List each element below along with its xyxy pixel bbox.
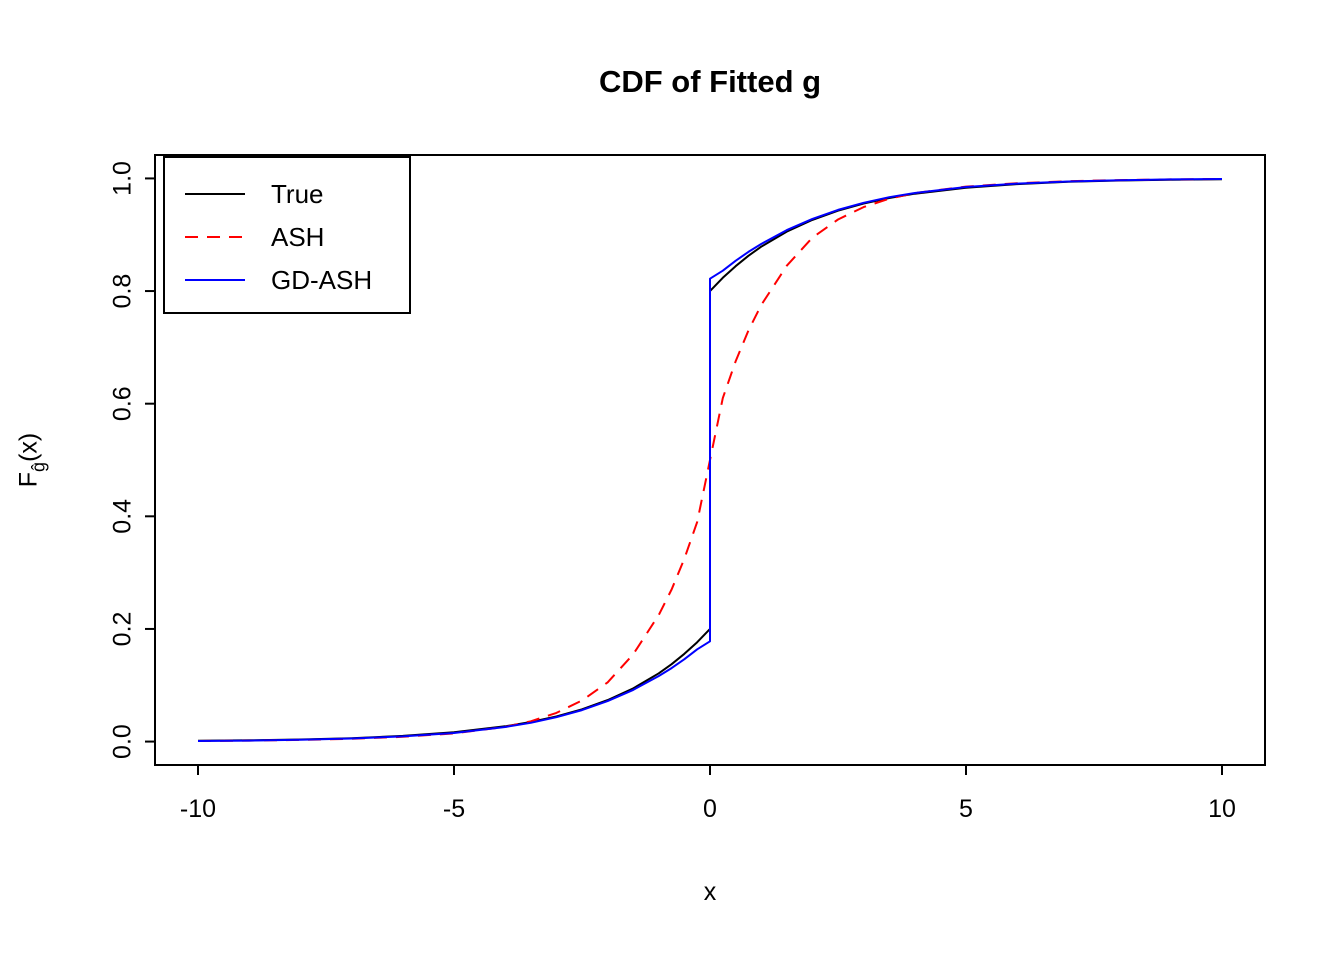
x-axis-tick-label: 10 — [1208, 795, 1236, 823]
legend-label-ash: ASH — [271, 221, 325, 252]
y-axis-label-pre: F — [14, 471, 43, 488]
legend-entry-gd-ash: GD-ASH — [165, 258, 409, 301]
y-axis-tick-label: 0.8 — [109, 274, 137, 309]
legend-entry-ash: ASH — [165, 215, 409, 258]
legend-label-gd-ash: GD-ASH — [271, 264, 373, 295]
x-axis-label: x — [703, 878, 717, 906]
x-axis-tick-label: 0 — [703, 795, 717, 823]
legend-label-true: True — [271, 178, 324, 209]
y-axis-tick-label: 0.2 — [109, 612, 137, 647]
x-axis-tick-label: -5 — [443, 795, 465, 823]
x-axis-tick-label: 5 — [959, 795, 973, 823]
y-axis-tick-label: 0.4 — [109, 499, 137, 534]
y-axis-tick-label: 1.0 — [109, 161, 137, 196]
legend-line-sample-gd-ash — [185, 278, 245, 281]
y-axis-label: Fĝ(x) — [14, 433, 49, 487]
y-axis-label-subscript: ĝ — [28, 461, 49, 472]
legend-entry-true: True — [165, 172, 409, 215]
y-axis-tick-label: 0.0 — [109, 724, 137, 759]
legend-line-sample-true — [185, 192, 245, 195]
x-axis-tick-label: -10 — [180, 795, 216, 823]
series-line-gd-ash — [197, 178, 1223, 742]
legend-line-sample-ash — [185, 235, 245, 238]
y-axis-tick-label: 0.6 — [109, 386, 137, 421]
legend-box: True ASH GD-ASH — [163, 156, 411, 314]
y-axis-label-post: (x) — [14, 432, 43, 462]
chart-title: CDF of Fitted g — [598, 64, 822, 99]
